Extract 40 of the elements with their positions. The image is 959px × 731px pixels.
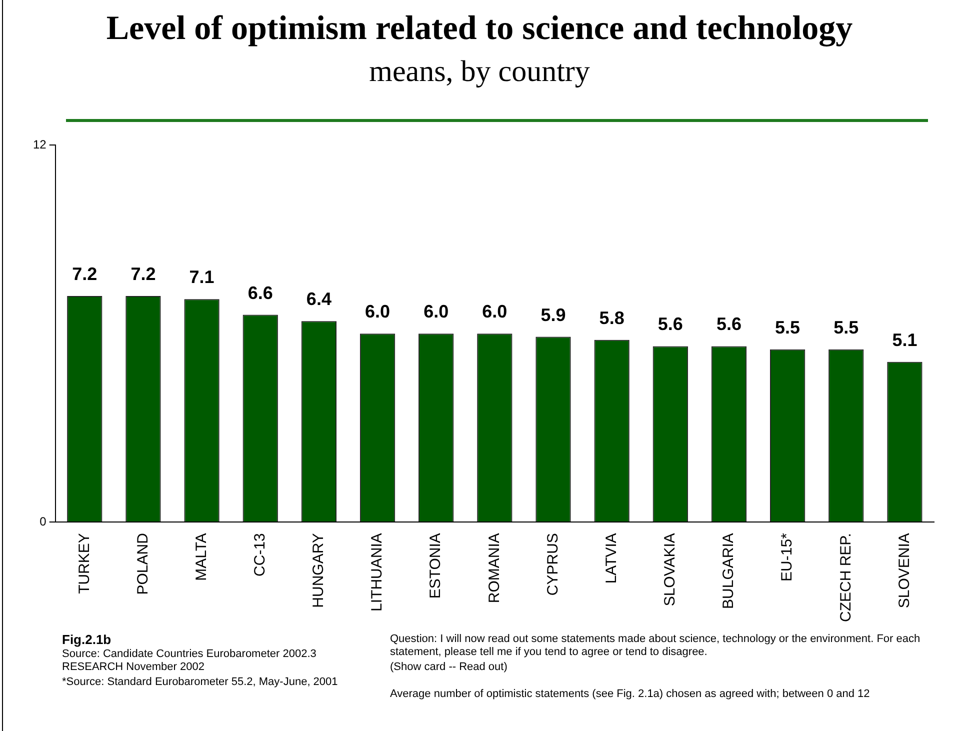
data-label: 5.5 bbox=[775, 317, 800, 338]
x-tick-label: MALTA bbox=[192, 533, 210, 581]
data-label: 5.1 bbox=[892, 330, 918, 350]
x-tick-label: LATVIA bbox=[602, 533, 620, 584]
source-note: Source: Candidate Countries Eurobarometer 2002.3 RESEARCH November 2002 bbox=[62, 648, 318, 674]
x-tick-label: CZECH REP. bbox=[837, 533, 854, 622]
text: (Show card -- Read out) bbox=[390, 661, 508, 674]
data-label: 5.9 bbox=[540, 304, 566, 325]
x-tick-label: LITHUANIA bbox=[368, 533, 386, 612]
x-tick-label: ESTONIA bbox=[427, 533, 444, 599]
text: Question: I will now read out some statements made about science, technology or the environment. For each statement, please tell me if you tend to agree or tend to disagree. bbox=[390, 633, 922, 659]
data-label: 5.8 bbox=[599, 308, 624, 328]
x-tick-label: HUNGARY bbox=[310, 533, 328, 608]
data-label: 6.0 bbox=[424, 302, 449, 322]
data-label: 7.1 bbox=[189, 267, 214, 288]
chart-title: Level of optimism related to science and technology bbox=[105, 10, 854, 48]
data-label: 6.0 bbox=[365, 302, 390, 322]
text: Average number of optimistic statements (see Fig. 2.1a) chosen as agreed with; between 0 and 12 bbox=[390, 688, 871, 701]
data-label: 5.6 bbox=[716, 314, 742, 334]
data-label: 6.4 bbox=[306, 289, 332, 310]
x-tick-label: POLAND bbox=[134, 532, 152, 595]
x-tick-label: EU-15* bbox=[778, 532, 796, 582]
y-tick-label: 12 bbox=[32, 138, 47, 152]
x-tick-label: CYPRUS bbox=[544, 533, 562, 596]
x-tick-label: ROMANIA bbox=[486, 533, 503, 604]
caption: Fig.2.1b bbox=[62, 632, 112, 647]
data-label: 7.2 bbox=[130, 264, 156, 284]
y-tick-label: 0 bbox=[40, 514, 47, 528]
x-tick-label: SLOVENIA bbox=[896, 533, 913, 608]
text: *Source: Standard Eurobarometer 55.2, May-June, 2001 bbox=[62, 676, 339, 689]
x-tick-label: CC-13 bbox=[252, 533, 269, 576]
data-label: 6.0 bbox=[482, 302, 508, 322]
x-tick-label: SLOVAKIA bbox=[662, 533, 679, 606]
data-label: 6.6 bbox=[248, 282, 273, 303]
data-label: 7.2 bbox=[72, 264, 98, 284]
data-label: 5.5 bbox=[834, 317, 859, 338]
x-tick-label: TURKEY bbox=[76, 533, 93, 594]
x-tick-label: BULGARIA bbox=[720, 533, 738, 609]
chart-subtitle: means, by country bbox=[368, 55, 591, 89]
data-label: 5.6 bbox=[658, 314, 683, 334]
